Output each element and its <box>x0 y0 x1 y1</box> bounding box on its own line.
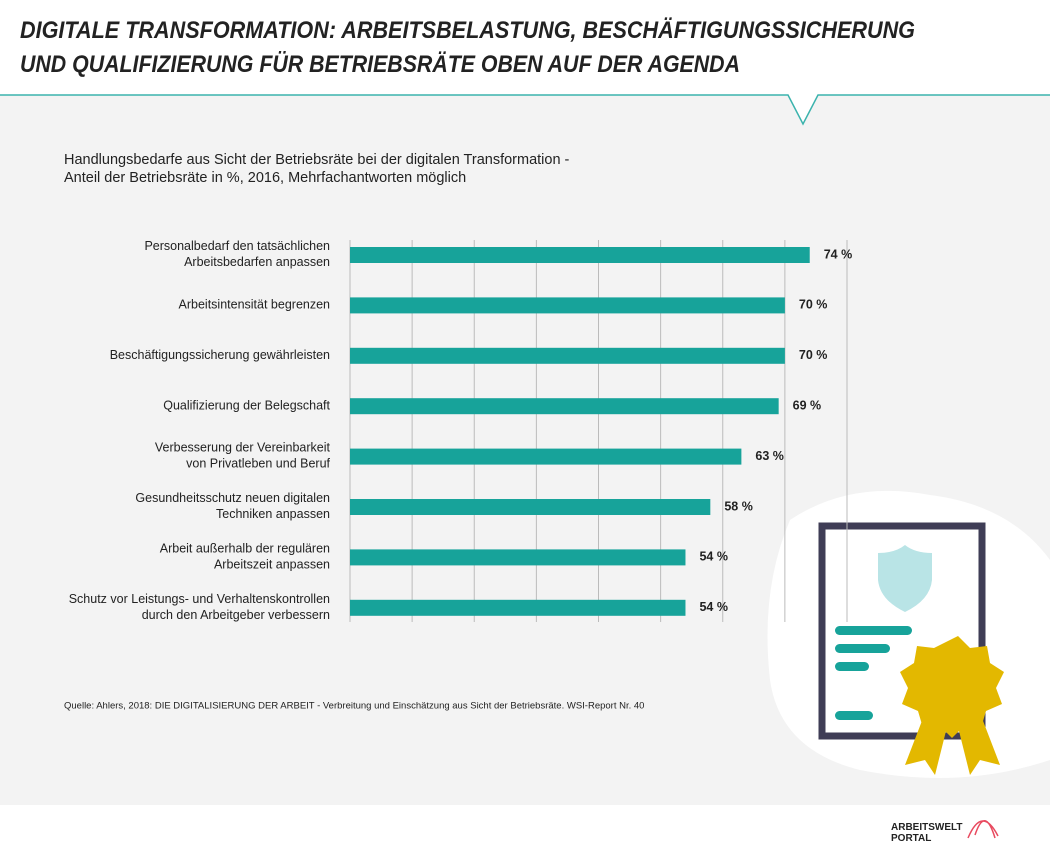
bar <box>350 247 810 263</box>
header-divider <box>0 94 1050 126</box>
logo: ARBEITSWELT PORTAL <box>891 822 962 844</box>
value-label: 74 % <box>824 247 853 261</box>
bar <box>350 398 779 415</box>
subtitle: Handlungsbedarfe aus Sicht der Betriebsr… <box>64 152 570 186</box>
value-label: 58 % <box>724 499 753 513</box>
rosette <box>900 636 1004 738</box>
category-label: Verbesserung der Vereinbarkeit von Privat… <box>155 441 331 471</box>
cert-line <box>835 711 873 720</box>
cert-line <box>835 644 890 653</box>
bar <box>350 347 785 364</box>
bar <box>350 448 742 465</box>
value-label: 63 % <box>755 449 784 463</box>
category-label: Personalbedarf den tatsächlichen Arbeitsb… <box>144 239 330 269</box>
value-label: 70 % <box>799 348 828 362</box>
category-label: Qualifizierung der Belegschaft <box>163 398 330 412</box>
value-label: 70 % <box>799 298 828 312</box>
cert-line <box>835 626 912 635</box>
shield <box>878 545 932 612</box>
bar <box>350 599 686 616</box>
value-label: 69 % <box>793 398 822 412</box>
category-label: Beschäftigungssicherung gewährleisten <box>110 348 330 362</box>
value-label: 54 % <box>699 600 728 614</box>
source: Quelle: Ahlers, 2018: DIE DIGITALISIERUN… <box>64 701 644 712</box>
category-label: Schutz vor Leistungs- und Verhaltenskont… <box>69 592 330 622</box>
cert-line <box>835 662 869 671</box>
bar <box>350 499 711 515</box>
category-label: Arbeitsintensität begrenzen <box>179 298 331 312</box>
value-label: 54 % <box>699 550 728 564</box>
category-label: Gesundheitsschutz neuen digitalen Technik… <box>135 491 330 521</box>
logo-mark <box>967 820 999 839</box>
chart-title: DIGITALE TRANSFORMATION: ARBEITSBELASTUN… <box>20 17 915 78</box>
bar <box>350 549 686 566</box>
category-label: Arbeit außerhalb der regulären Arbeitszei… <box>160 542 330 572</box>
bar <box>350 297 785 314</box>
